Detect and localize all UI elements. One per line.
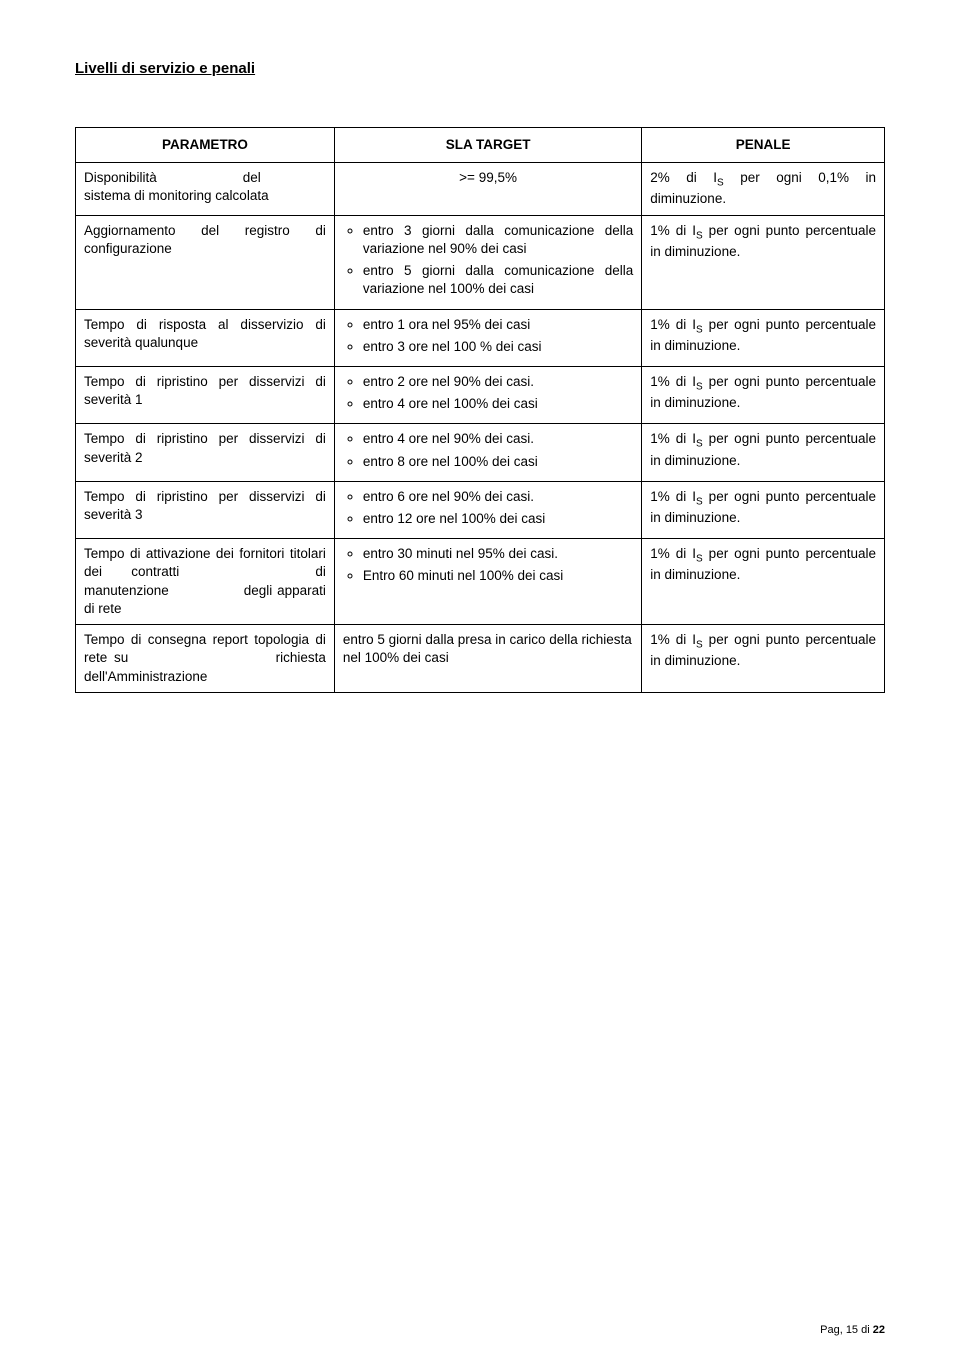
sla-item: entro 3 ore nel 100 % dei casi: [363, 338, 633, 356]
sla-cell: entro 5 giorni dalla presa in carico del…: [334, 625, 641, 693]
sla-item: entro 1 ora nel 95% dei casi: [363, 316, 633, 334]
sla-cell: entro 2 ore nel 90% dei casi. entro 4 ore…: [334, 366, 641, 423]
param-cell: Tempo di ripristino per disservizi di se…: [76, 424, 335, 481]
sla-cell: entro 6 ore nel 90% dei casi. entro 12 or…: [334, 481, 641, 538]
page-footer: Pag, 15 di 22: [820, 1324, 885, 1336]
table-header-row: PARAMETRO SLA TARGET PENALE: [76, 128, 885, 163]
sla-item: entro 8 ore nel 100% dei casi: [363, 453, 633, 471]
sla-cell: entro 4 ore nel 90% dei casi. entro 8 ore…: [334, 424, 641, 481]
header-sla: SLA TARGET: [334, 128, 641, 163]
penale-cell: 1% di IS per ogni punto percentuale in d…: [642, 215, 885, 309]
sla-cell: entro 30 minuti nel 95% dei casi. Entro 6…: [334, 539, 641, 625]
sla-table: PARAMETRO SLA TARGET PENALE Disponibilit…: [75, 127, 885, 693]
sla-cell: >= 99,5%: [334, 163, 641, 215]
sla-item: entro 4 ore nel 90% dei casi.: [363, 430, 633, 448]
param-cell: Tempo di ripristino per disservizi di se…: [76, 366, 335, 423]
table-row: Aggiornamento del registro di configuraz…: [76, 215, 885, 309]
footer-current: 15: [846, 1324, 858, 1336]
penale-cell: 1% di IS per ogni punto percentuale in d…: [642, 625, 885, 693]
penale-cell: 1% di IS per ogni punto percentuale in d…: [642, 481, 885, 538]
penale-cell: 1% di IS per ogni punto percentuale in d…: [642, 424, 885, 481]
table-row: Disponibilità delsistema di monitoring c…: [76, 163, 885, 215]
footer-total: 22: [873, 1324, 885, 1336]
table-row: Tempo di consegna report topologia di re…: [76, 625, 885, 693]
sla-item: entro 30 minuti nel 95% dei casi.: [363, 545, 633, 563]
param-cell: Tempo di risposta al disservizio di seve…: [76, 309, 335, 366]
table-row: Tempo di ripristino per disservizi di se…: [76, 481, 885, 538]
footer-prefix: Pag,: [820, 1324, 846, 1336]
header-penale: PENALE: [642, 128, 885, 163]
param-cell: Aggiornamento del registro di configuraz…: [76, 215, 335, 309]
table-row: Tempo di ripristino per disservizi di se…: [76, 366, 885, 423]
table-row: Tempo di ripristino per disservizi di se…: [76, 424, 885, 481]
sla-item: entro 4 ore nel 100% dei casi: [363, 395, 633, 413]
param-cell: Tempo di consegna report topologia di re…: [76, 625, 335, 693]
sla-item: entro 3 giorni dalla comunicazione della…: [363, 222, 633, 258]
penale-cell: 2% di IS per ogni 0,1% in diminuzione.: [642, 163, 885, 215]
table-row: Tempo di risposta al disservizio di seve…: [76, 309, 885, 366]
param-cell: Disponibilità delsistema di monitoring c…: [76, 163, 335, 215]
penale-cell: 1% di IS per ogni punto percentuale in d…: [642, 539, 885, 625]
penale-cell: 1% di IS per ogni punto percentuale in d…: [642, 309, 885, 366]
sla-cell: entro 3 giorni dalla comunicazione della…: [334, 215, 641, 309]
sla-cell: entro 1 ora nel 95% dei casi entro 3 ore …: [334, 309, 641, 366]
sla-item: entro 2 ore nel 90% dei casi.: [363, 373, 633, 391]
table-row: Tempo di attivazione dei fornitori titol…: [76, 539, 885, 625]
sla-item: entro 6 ore nel 90% dei casi.: [363, 488, 633, 506]
header-param: PARAMETRO: [76, 128, 335, 163]
sla-item: entro 12 ore nel 100% dei casi: [363, 510, 633, 528]
param-cell: Tempo di ripristino per disservizi di se…: [76, 481, 335, 538]
sla-item: entro 5 giorni dalla comunicazione della…: [363, 262, 633, 298]
penale-cell: 1% di IS per ogni punto percentuale in d…: [642, 366, 885, 423]
footer-sep: di: [858, 1324, 873, 1336]
param-cell: Tempo di attivazione dei fornitori titol…: [76, 539, 335, 625]
page-title: Livelli di servizio e penali: [75, 60, 885, 77]
sla-item: Entro 60 minuti nel 100% dei casi: [363, 567, 633, 585]
